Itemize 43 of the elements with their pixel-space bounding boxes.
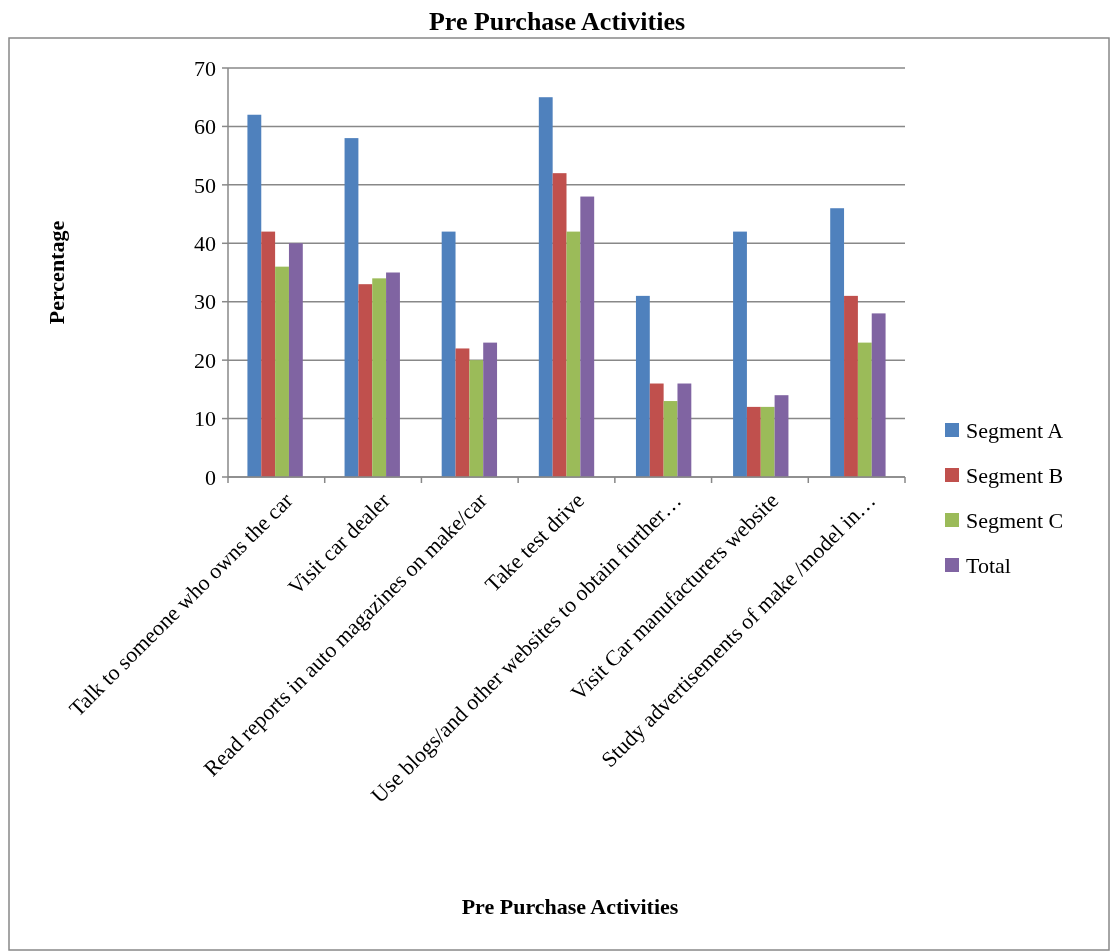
bar [386, 272, 400, 477]
bar [538, 97, 553, 477]
bar [677, 383, 692, 477]
bar [288, 243, 303, 477]
bar [733, 231, 747, 477]
bar [580, 196, 595, 477]
bar [441, 231, 456, 477]
y-tick-label: 20 [194, 347, 216, 373]
bar [871, 313, 886, 477]
bar [358, 284, 373, 477]
bar [469, 360, 484, 477]
bar [844, 295, 858, 477]
bar [649, 383, 664, 477]
bar [344, 138, 359, 477]
legend-label: Segment C [966, 507, 1064, 533]
y-tick-label: 40 [194, 230, 216, 256]
legend-label: Segment A [966, 417, 1064, 443]
y-tick-label: 10 [194, 406, 216, 432]
bar [455, 348, 470, 477]
bar [774, 395, 789, 477]
bar [372, 278, 387, 477]
bar [247, 114, 262, 477]
chart-title: Pre Purchase Activities [428, 7, 686, 36]
bar [746, 406, 761, 477]
bar [635, 295, 650, 477]
legend-label: Total [966, 552, 1011, 578]
y-axis-title: Percentage [44, 220, 69, 325]
bar [261, 231, 276, 477]
y-tick-label: 60 [194, 114, 216, 140]
bar [483, 342, 498, 477]
bar [275, 266, 289, 477]
bar [552, 173, 567, 477]
y-tick-label: 30 [194, 289, 216, 315]
x-axis-title: Pre Purchase Activities [461, 894, 679, 919]
y-tick-label: 0 [205, 464, 216, 490]
bar [663, 401, 678, 477]
y-tick-label: 70 [194, 55, 216, 81]
bar [857, 342, 872, 477]
legend-label: Segment B [966, 462, 1064, 488]
y-tick-label: 50 [194, 172, 216, 198]
bar [566, 231, 581, 477]
bar [830, 208, 845, 477]
bar [760, 406, 775, 477]
